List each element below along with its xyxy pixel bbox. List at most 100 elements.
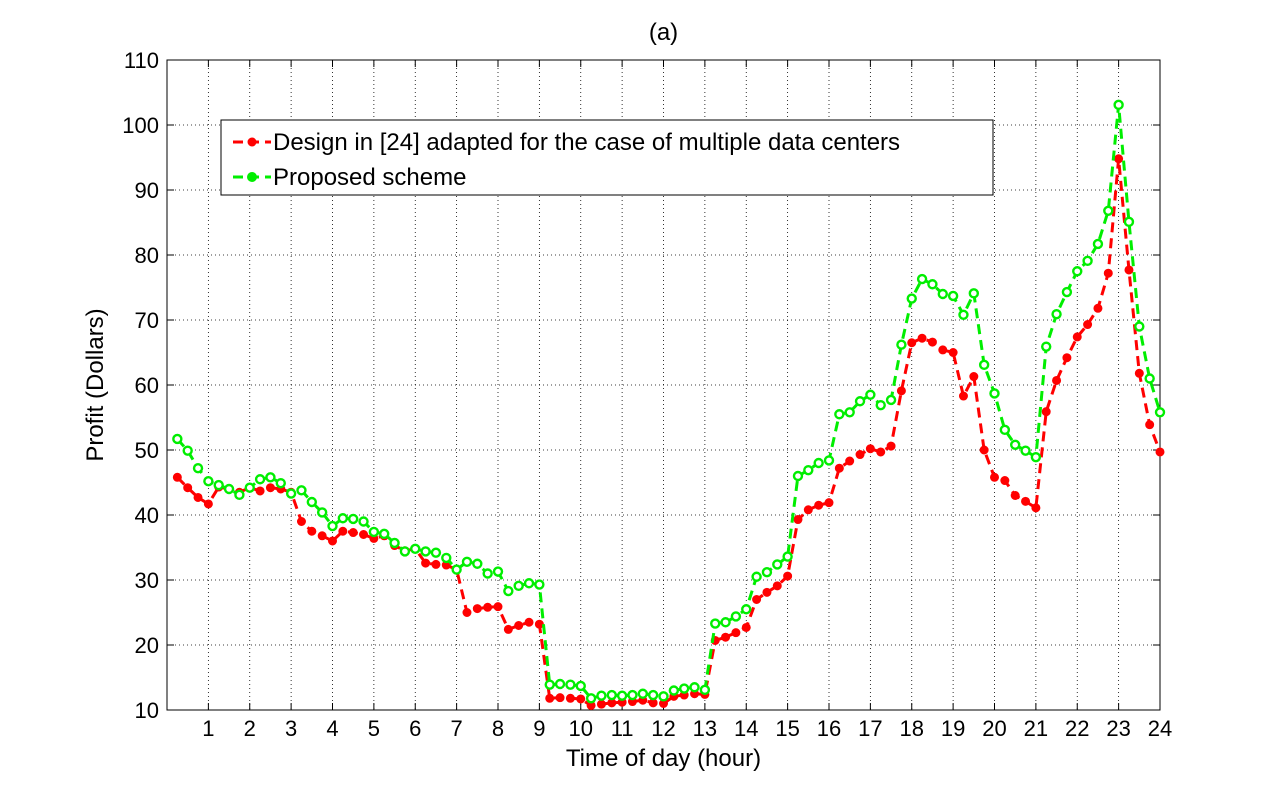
data-point xyxy=(886,441,896,451)
data-point xyxy=(958,309,969,320)
data-point xyxy=(989,388,1000,399)
data-point xyxy=(731,628,741,638)
x-tick-label: 3 xyxy=(285,716,297,741)
data-point xyxy=(1021,496,1031,506)
data-point xyxy=(1041,407,1051,417)
data-point xyxy=(1072,266,1083,277)
data-point xyxy=(803,464,814,476)
data-point xyxy=(854,396,866,407)
data-point xyxy=(514,621,524,630)
data-point xyxy=(462,608,472,617)
data-point xyxy=(721,632,731,642)
legend-label: Proposed scheme xyxy=(273,164,466,191)
data-point xyxy=(1093,303,1103,313)
data-point xyxy=(482,568,493,579)
data-point xyxy=(927,337,937,347)
data-point xyxy=(948,348,958,357)
legend-marker xyxy=(247,137,257,147)
data-point xyxy=(730,611,742,622)
data-point xyxy=(192,463,204,474)
data-point xyxy=(296,485,307,496)
data-point xyxy=(741,622,751,632)
data-point xyxy=(503,585,514,597)
data-point xyxy=(585,693,597,704)
data-point xyxy=(803,505,813,515)
data-point xyxy=(327,520,338,532)
legend-entry-1: Design in [24] adapted for the case of m… xyxy=(233,129,900,156)
data-point xyxy=(358,516,369,527)
x-tick-label: 7 xyxy=(451,716,463,741)
x-tick-label: 9 xyxy=(533,716,545,741)
data-point xyxy=(762,587,772,597)
data-point xyxy=(534,619,544,629)
data-point xyxy=(554,678,566,690)
data-point xyxy=(699,684,711,696)
data-point xyxy=(203,499,213,509)
data-point xyxy=(183,483,193,493)
x-tick-label: 20 xyxy=(982,716,1006,741)
data-point xyxy=(234,489,245,501)
y-axis-title: Profit (Dollars) xyxy=(82,308,109,461)
x-tick-label: 2 xyxy=(244,716,256,741)
chart-title: (a) xyxy=(649,19,678,46)
y-tick-label: 50 xyxy=(135,438,159,463)
data-point xyxy=(772,581,782,591)
data-point xyxy=(317,531,327,541)
data-point xyxy=(875,399,886,411)
y-tick-label: 80 xyxy=(135,243,159,268)
data-point xyxy=(823,455,835,466)
data-point xyxy=(472,558,483,569)
data-point xyxy=(1062,353,1072,363)
data-point xyxy=(855,450,865,460)
data-point xyxy=(575,680,586,692)
data-point xyxy=(689,682,700,693)
x-tick-label: 24 xyxy=(1148,716,1172,741)
y-tick-label: 60 xyxy=(135,373,159,398)
data-point xyxy=(337,513,349,524)
data-point xyxy=(555,693,565,703)
data-point xyxy=(255,486,265,496)
data-point xyxy=(916,273,928,285)
data-point xyxy=(472,604,482,614)
x-tick-label: 1 xyxy=(202,716,214,741)
data-point xyxy=(927,279,938,290)
data-point xyxy=(359,530,369,539)
data-point xyxy=(565,679,576,690)
data-point xyxy=(275,477,286,489)
data-point xyxy=(534,579,545,590)
data-point xyxy=(917,333,927,343)
data-point xyxy=(223,483,235,495)
data-point xyxy=(421,558,431,568)
y-tick-label: 10 xyxy=(135,698,159,723)
data-point xyxy=(752,595,762,604)
data-point xyxy=(379,528,390,540)
data-point xyxy=(896,339,907,350)
data-point xyxy=(999,424,1011,436)
data-point xyxy=(461,556,473,567)
data-point xyxy=(1155,447,1165,457)
data-point xyxy=(316,507,328,518)
x-tick-label: 13 xyxy=(693,716,717,741)
x-tick-label: 11 xyxy=(611,716,634,741)
data-point xyxy=(658,691,669,702)
x-tick-label: 12 xyxy=(651,716,675,741)
data-point xyxy=(410,543,421,554)
y-tick-label: 70 xyxy=(135,308,159,333)
y-tick-label: 20 xyxy=(135,633,159,658)
data-point xyxy=(348,528,358,538)
data-point xyxy=(741,604,752,615)
data-point xyxy=(523,578,535,589)
x-tick-label: 15 xyxy=(775,716,799,741)
legend-label: Design in [24] adapted for the case of m… xyxy=(273,129,900,156)
data-point xyxy=(368,526,380,538)
data-point xyxy=(1134,321,1145,332)
data-point xyxy=(1000,476,1010,486)
data-point xyxy=(958,391,968,401)
data-point xyxy=(1072,332,1082,342)
data-point xyxy=(389,537,400,549)
data-point xyxy=(513,580,524,592)
data-point xyxy=(1123,216,1135,228)
data-point xyxy=(544,679,555,690)
data-point xyxy=(844,407,855,418)
